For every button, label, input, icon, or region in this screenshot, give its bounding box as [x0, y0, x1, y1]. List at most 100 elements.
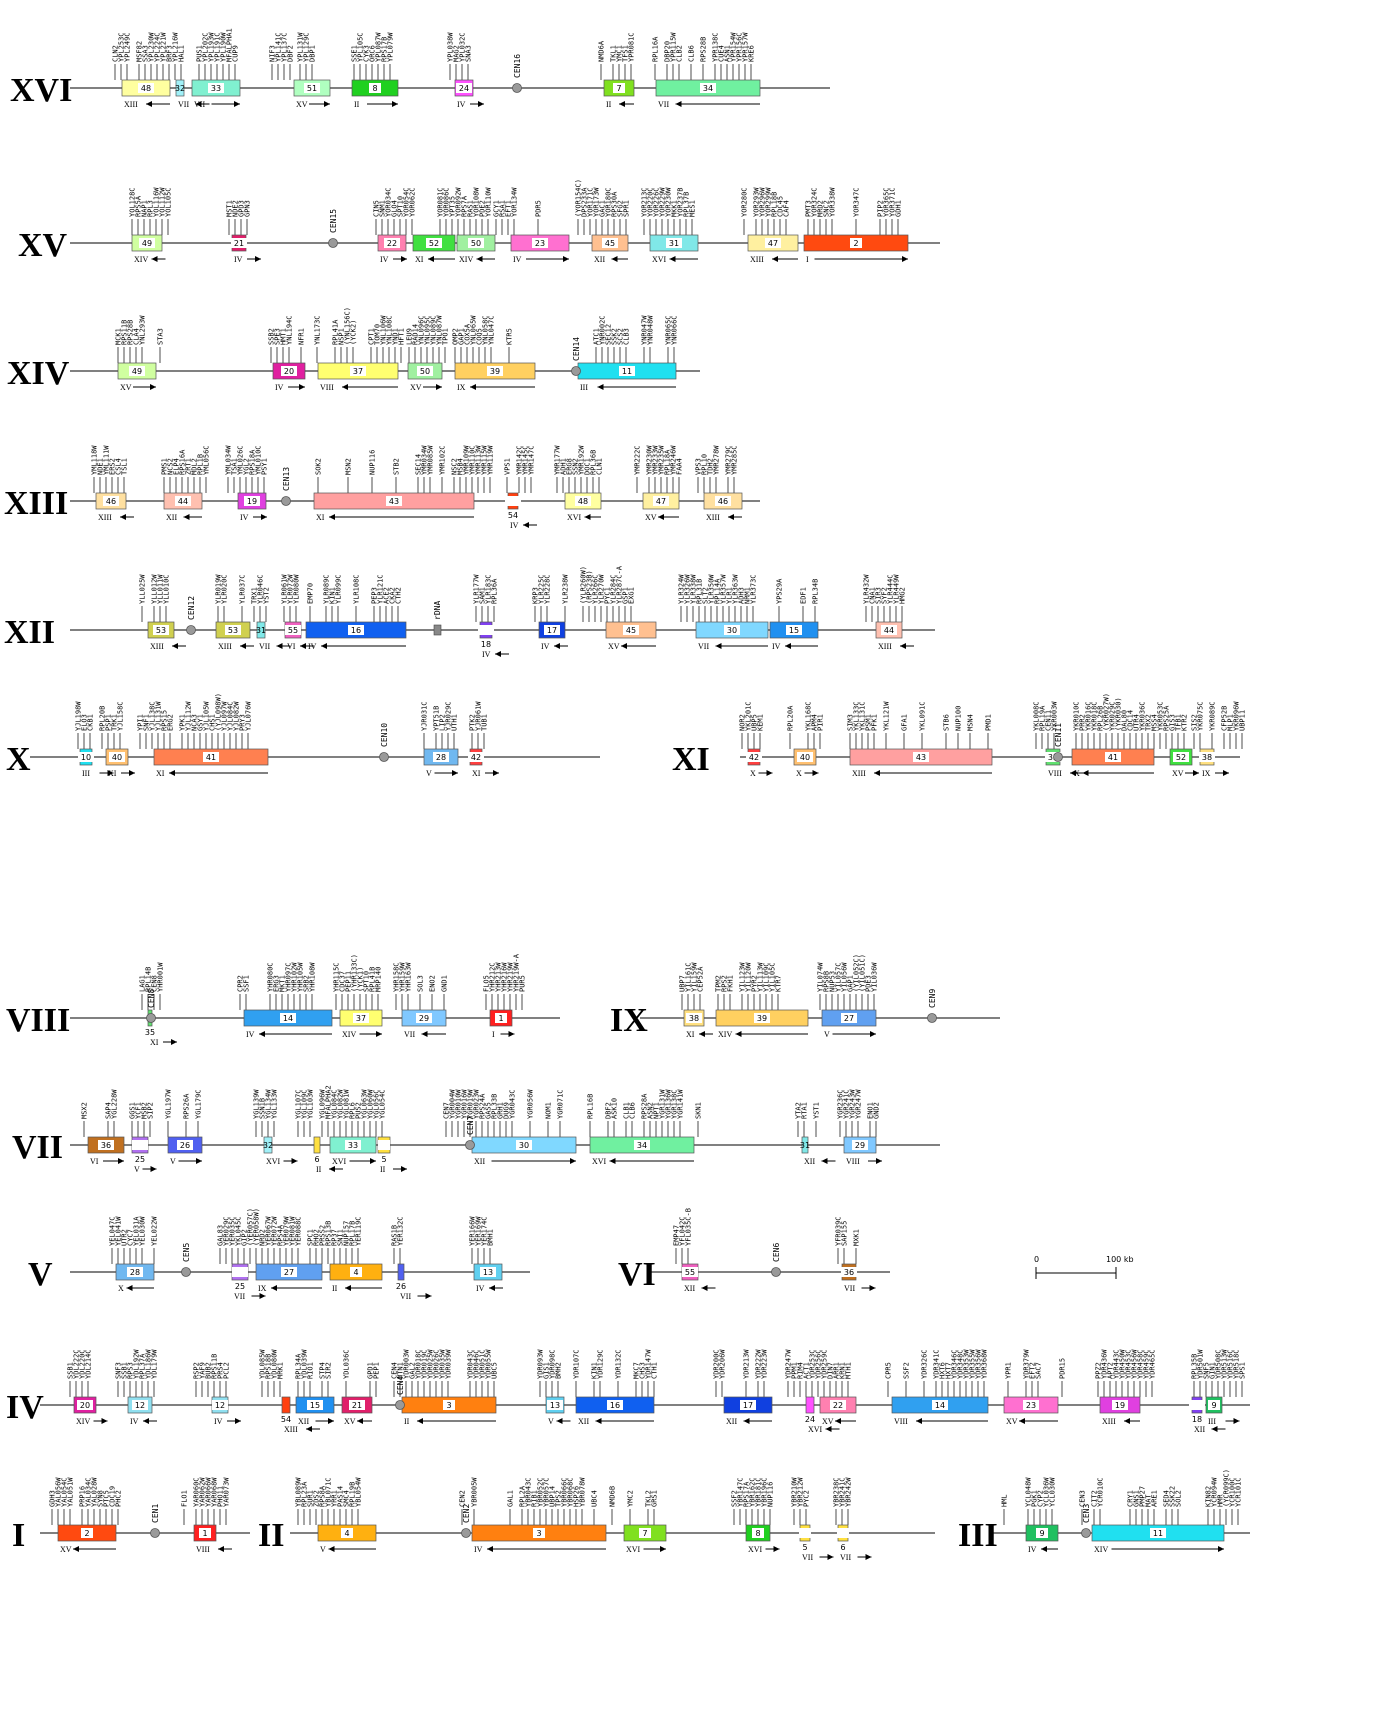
gene-label: NMD6A: [598, 40, 606, 62]
gene-label: YKR029C: [1109, 701, 1117, 731]
gene-label: (YIL051C): [859, 954, 867, 992]
block-target-chromosome: IV: [457, 100, 466, 109]
block-target-chromosome: XVI: [332, 1157, 347, 1166]
gene-label: YBR005W: [471, 1477, 479, 1507]
block-target-chromosome: XI: [156, 769, 165, 778]
rdna-label: rDNA: [433, 601, 442, 620]
gene-label: YGR043C: [509, 1089, 517, 1119]
gene-label: YGR247W: [855, 1089, 863, 1119]
gene-label: GAL83: [217, 1225, 225, 1246]
gene-label: SSN2: [572, 458, 580, 475]
gene-label: YKR075C: [1197, 701, 1205, 731]
gene-label: NFR1: [298, 328, 306, 345]
gene-label: YDR043C: [467, 1349, 475, 1379]
gene-label: YOR347C: [853, 187, 861, 217]
block-target-chromosome: IV: [513, 255, 522, 264]
block-target-chromosome: XV: [60, 1545, 72, 1554]
gene-label: YML010C: [255, 445, 263, 475]
gene-label: CYK3: [363, 45, 371, 62]
gene-label: YJL112W: [185, 701, 193, 731]
gene-label: YDR025W: [427, 1349, 435, 1379]
block-number: 11: [1153, 1529, 1163, 1538]
gene-label: ASN1: [724, 45, 732, 62]
block-arrow-head: [785, 643, 791, 649]
gene-label: YBR052C: [537, 1477, 545, 1507]
gene-label: YMR142C: [516, 445, 524, 475]
block-number: 33: [211, 84, 221, 93]
gene-label: TSA1: [231, 458, 239, 475]
block-number-bg: [607, 1400, 623, 1410]
gene-label: UBP14: [549, 1486, 557, 1507]
centromere-marker: [1081, 1528, 1091, 1538]
synteny-block: 4 II: [329, 1263, 383, 1293]
gene-label: SIR3: [875, 587, 883, 604]
gene-label: PDR15: [1059, 1358, 1067, 1379]
gene-label: PRSS2: [319, 1225, 327, 1246]
gene-label: YHR001W: [157, 962, 165, 992]
block-number: 24: [459, 84, 469, 93]
gene-label: CNA1: [869, 587, 877, 604]
block-number-bg: [304, 83, 320, 93]
gene-label: SPS1: [1239, 1362, 1247, 1379]
block-number: 46: [718, 497, 728, 506]
block-number: 23: [1026, 1401, 1036, 1410]
gene-label: YPT35: [449, 196, 457, 217]
block-target-chromosome: XII: [298, 1417, 309, 1426]
gene-label: YER079W: [283, 1216, 291, 1246]
gene-label: YDR093W: [537, 1349, 545, 1379]
gene-label: (YNL156C): [344, 307, 352, 345]
gene-label: PRY3: [239, 714, 247, 731]
gene-label: SNF3: [115, 1362, 123, 1379]
centromere-marker: [150, 1528, 160, 1538]
gene-label: YDR055W: [485, 1349, 493, 1379]
gene-label: PRS4: [217, 1362, 225, 1379]
gene-label: RPL20B: [99, 706, 107, 731]
block-arrow-head: [306, 1426, 312, 1432]
gene-label: NSP1: [338, 328, 346, 345]
gene-label: YDR018C: [415, 1349, 423, 1379]
gene-label: SEC12: [605, 324, 613, 345]
block-arrow-head: [452, 770, 458, 776]
block-number: 2: [84, 1529, 89, 1538]
gene-label: YFL042C: [679, 1216, 687, 1246]
block-number: 14: [935, 1401, 945, 1410]
gene-label: RPL33B: [491, 1094, 499, 1119]
block-number-bg: [203, 752, 219, 762]
gene-label: YLR338W: [690, 574, 698, 604]
gene-label: YJL105W: [203, 701, 211, 731]
block-number-bg: [613, 83, 625, 93]
block-number: 52: [1176, 753, 1186, 762]
gene-label: GIS3: [1169, 714, 1177, 731]
gene-label: CLB3: [623, 328, 631, 345]
block-target-chromosome: VIII: [894, 1417, 908, 1426]
gene-label: RPS17A: [743, 1481, 751, 1507]
gene-label: YHR115C: [333, 962, 341, 992]
gene-label: RSA1: [499, 200, 507, 217]
gene-label: PEP11: [345, 971, 353, 992]
gene-label: PHO11: [217, 1486, 225, 1507]
block-number-bg: [1045, 752, 1061, 762]
block-target-chromosome: IX: [457, 383, 466, 392]
gene-label: YPL087W: [375, 32, 383, 62]
gene-label: YDR223W: [761, 1349, 769, 1379]
block-number: 4: [344, 1529, 349, 1538]
block-arrow-head: [401, 256, 407, 262]
gene-label: YOR226C: [653, 187, 661, 217]
gene-label: FLO5: [483, 975, 491, 992]
synteny-block: 14 VIII: [891, 1396, 989, 1426]
gene-label: LAG1: [139, 975, 147, 992]
gene-label: VPS1: [504, 458, 512, 475]
gene-label: YOR293W: [753, 187, 761, 217]
block-target-chromosome: IV: [275, 383, 284, 392]
block-number: 49: [132, 367, 142, 376]
gene-label: CEN4: [391, 1362, 399, 1379]
synteny-block: 41 X: [1071, 748, 1155, 778]
gene-label: YFR039C: [835, 1216, 843, 1246]
gene-label: HMT1: [280, 328, 288, 345]
block-number: 1: [202, 1529, 207, 1538]
block-number-bg: [799, 1528, 811, 1538]
block-arrow-head: [675, 101, 682, 107]
